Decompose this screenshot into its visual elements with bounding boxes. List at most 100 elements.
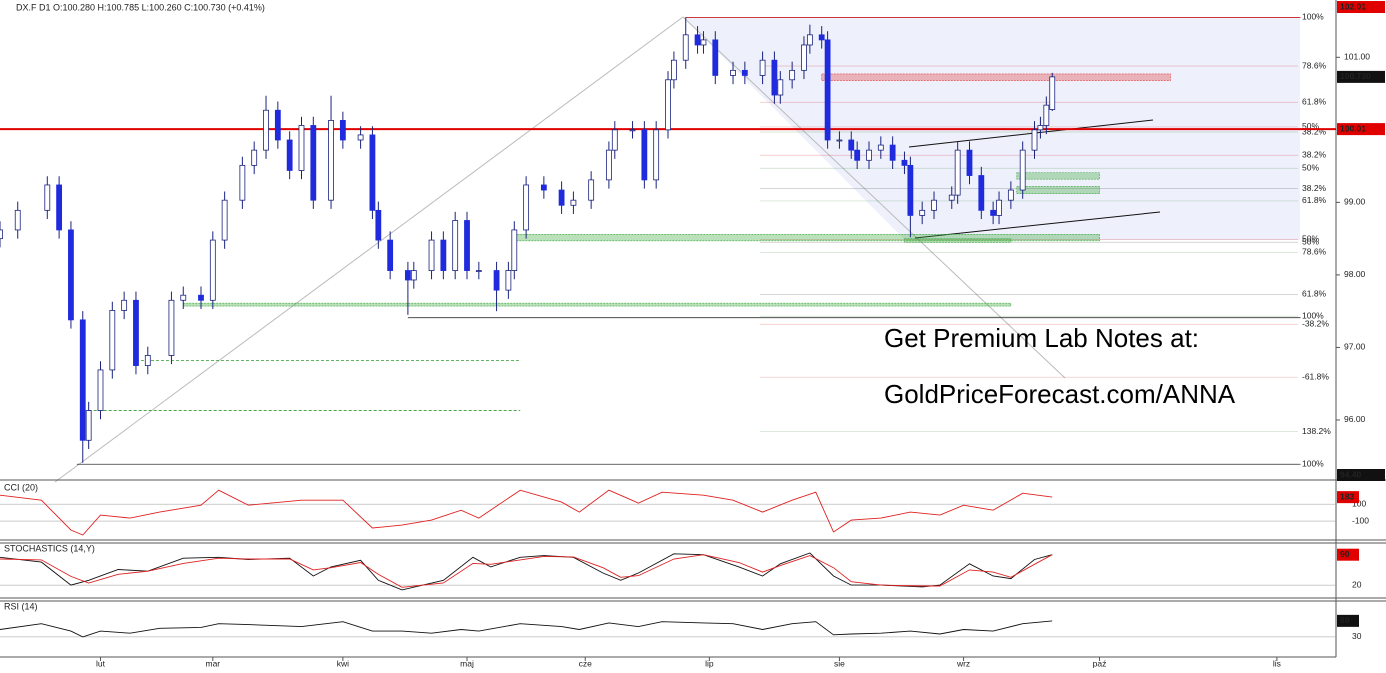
candle-body (877, 144, 884, 151)
indicator-line (0, 620, 1053, 638)
candle-body (629, 129, 636, 132)
x-tick-label: paź (1093, 658, 1107, 668)
y-tick-label: 20 (1352, 579, 1362, 589)
candle-body (198, 294, 204, 301)
value-box (1337, 614, 1359, 627)
candle-body (404, 270, 411, 281)
candle-body (251, 149, 258, 166)
candle-body (286, 139, 293, 171)
x-tick-label: mar (205, 658, 220, 668)
candle-body (121, 299, 128, 311)
candle-body (79, 319, 86, 441)
candle-body (440, 239, 447, 271)
fib-label: 100% (1302, 310, 1324, 320)
x-tick-label: lut (96, 658, 106, 668)
promo-text: GoldPriceForecast.com/ANNA (884, 379, 1236, 409)
promo-text: Get Premium Lab Notes at: (884, 323, 1199, 353)
price-box (1337, 123, 1385, 136)
panel-title: RSI (14) (4, 601, 38, 611)
candle-body (712, 39, 719, 76)
candle-body (570, 199, 577, 206)
candle-body (133, 299, 139, 366)
zone (514, 233, 1100, 242)
y-tick-label: 30 (1352, 631, 1362, 641)
x-tick-label: lip (705, 658, 714, 668)
x-tick-label: sie (834, 658, 845, 668)
candle-body (221, 199, 228, 241)
candle-body (1043, 104, 1050, 126)
y-tick-label: 101.00 (1344, 52, 1370, 62)
candle-body (996, 199, 1002, 216)
candle-body (694, 34, 701, 46)
price-box (1337, 70, 1385, 83)
candle-body (653, 129, 660, 181)
candle-body (954, 149, 961, 196)
candle-body (209, 239, 216, 301)
fib-label: 38.2% (1302, 183, 1327, 193)
value-box-label: 90 (1340, 549, 1350, 559)
candle-body (836, 139, 843, 142)
candle-body (824, 39, 831, 141)
candle-body (1037, 125, 1044, 131)
candle-body (68, 229, 74, 321)
candle-body (1019, 149, 1026, 191)
candle-body (97, 369, 104, 411)
candle-body (777, 79, 784, 96)
zone (182, 302, 1012, 307)
candle-body (818, 34, 825, 41)
x-tick-label: cze (579, 658, 593, 668)
zone (1016, 172, 1100, 180)
y-tick-label: 100 (1352, 498, 1366, 508)
fib-label: 38.2% (1302, 126, 1327, 136)
y-tick-label: 97.00 (1344, 342, 1366, 352)
candle-body (907, 164, 914, 216)
candle-body (671, 59, 677, 81)
candle-body (44, 184, 51, 211)
candle-body (540, 184, 547, 191)
candle-body (682, 34, 689, 61)
candle-body (1049, 76, 1056, 110)
fib-label: -61.8% (1302, 371, 1329, 381)
candle-body (854, 149, 861, 161)
candle-body (274, 109, 281, 141)
x-tick-label: kwi (337, 658, 349, 668)
zone (1016, 186, 1100, 194)
candle-body (493, 270, 500, 291)
candle-body (801, 44, 807, 71)
candle-body (56, 184, 63, 231)
fib-label: 50% (1302, 234, 1319, 244)
candle-body (369, 134, 376, 211)
price-box (1337, 469, 1385, 481)
value-box-label: 69 (1340, 615, 1350, 625)
candle-body (339, 120, 346, 141)
candle-body (919, 209, 926, 216)
candle-body (328, 120, 334, 201)
price-box (1337, 1, 1385, 13)
fib-label: 50% (1302, 163, 1319, 173)
candle-body (611, 129, 618, 151)
candle-body (948, 194, 955, 201)
value-box-label: 183 (1340, 491, 1354, 501)
indicator-line (0, 554, 1053, 588)
x-tick-label: lis (1273, 658, 1281, 668)
candle-body (263, 109, 269, 151)
candle-body (730, 69, 736, 76)
candle-body (741, 69, 748, 76)
candle-body (759, 59, 766, 76)
candle-body (931, 199, 937, 211)
panel-title: STOCHASTICS (14,Y) (4, 543, 95, 553)
fib-label: 61.8% (1302, 195, 1327, 205)
chart-title: DX.F D1 O:100.280 H:100.785 L:100.260 C:… (16, 2, 265, 12)
candle-body (1007, 189, 1014, 201)
y-tick-label: 96.00 (1344, 414, 1366, 424)
candle-body (511, 229, 518, 271)
candle-body (966, 149, 973, 176)
candle-body (641, 129, 648, 181)
candle-body (475, 270, 482, 272)
fib-label: -38.2% (1302, 318, 1329, 328)
panel-title: CCI (20) (4, 482, 38, 492)
candle-body (168, 299, 175, 356)
candle-body (428, 239, 435, 271)
